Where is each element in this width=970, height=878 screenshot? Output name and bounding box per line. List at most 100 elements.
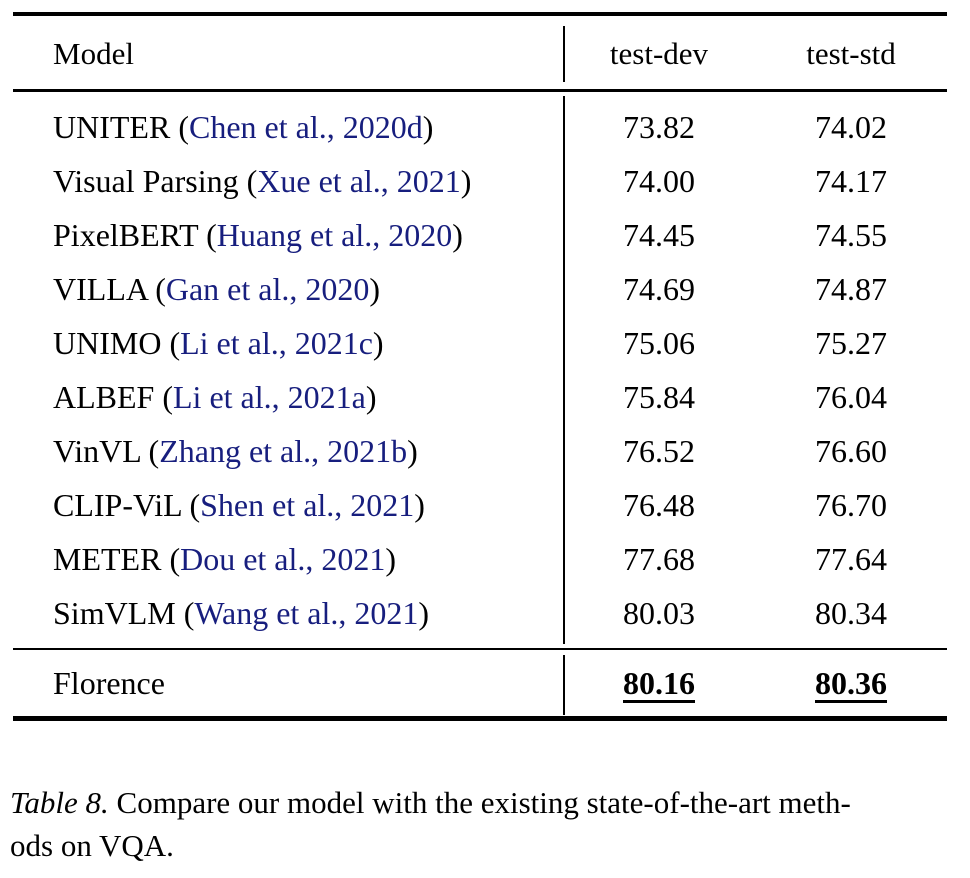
citation: (Li et al., 2021a) [162, 379, 376, 415]
model-name: SimVLM [53, 594, 176, 631]
citation-link[interactable]: Dou et al., 2021 [180, 540, 386, 577]
table-caption: Table 8. Compare our model with the exis… [10, 781, 960, 867]
paren-close: ) [385, 540, 397, 577]
citation: (Zhang et al., 2021b) [149, 433, 418, 469]
citation-link[interactable]: Gan et al., 2020 [165, 270, 370, 307]
table-pre-florence-rule [13, 648, 947, 650]
column-divider-body [563, 96, 565, 644]
table-bottom-rule [13, 716, 947, 721]
score-test-dev: 74.45 [623, 216, 695, 253]
table-row: SimVLM (Wang et al., 2021) 80.03 80.34 [13, 586, 947, 640]
model-name-florence: Florence [53, 664, 165, 701]
table-top-rule [13, 12, 947, 16]
score-test-std: 74.55 [815, 216, 887, 253]
score-test-dev: 76.48 [623, 486, 695, 523]
citation-link[interactable]: Li et al., 2021a [173, 378, 366, 415]
citation: (Li et al., 2021c) [169, 325, 383, 361]
citation: (Wang et al., 2021) [184, 595, 429, 631]
model-cell: VinVL (Zhang et al., 2021b) [13, 433, 563, 470]
model-name: VILLA [53, 270, 148, 307]
score-test-std: 74.17 [815, 162, 887, 199]
citation-link[interactable]: Shen et al., 2021 [200, 486, 415, 523]
score-test-dev: 75.84 [623, 378, 695, 415]
table-row: UNIMO (Li et al., 2021c) 75.06 75.27 [13, 316, 947, 370]
citation: (Dou et al., 2021) [169, 541, 396, 577]
score-test-dev: 80.03 [623, 594, 695, 631]
paren-open: ( [206, 216, 217, 253]
column-divider-florence [563, 655, 565, 715]
best-score-test-std: 80.36 [815, 664, 887, 701]
score-test-std: 76.70 [815, 486, 887, 523]
paren-open: ( [246, 162, 258, 199]
citation: (Chen et al., 2020d) [178, 109, 433, 145]
table-row: METER (Dou et al., 2021) 77.68 77.64 [13, 532, 947, 586]
paren-close: ) [414, 486, 425, 523]
citation-link[interactable]: Xue et al., 2021 [257, 162, 461, 199]
model-cell: Visual Parsing (Xue et al., 2021) [13, 163, 563, 200]
model-name: METER [53, 540, 162, 577]
table-row: ALBEF (Li et al., 2021a) 75.84 76.04 [13, 370, 947, 424]
score-test-dev: 77.68 [623, 540, 695, 577]
paren-open: ( [189, 486, 201, 523]
score-test-dev: 74.00 [623, 162, 695, 199]
score-test-std: 76.04 [815, 378, 887, 415]
score-test-dev: 76.52 [623, 432, 695, 469]
model-cell: CLIP-ViL (Shen et al., 2021) [13, 487, 563, 524]
paren-open: ( [178, 108, 189, 145]
model-cell: SimVLM (Wang et al., 2021) [13, 595, 563, 632]
model-name: CLIP-ViL [53, 486, 182, 523]
table-row: Visual Parsing (Xue et al., 2021) 74.00 … [13, 154, 947, 208]
citation-link[interactable]: Chen et al., 2020d [188, 108, 423, 145]
score-test-std: 74.02 [815, 108, 887, 145]
score-test-dev: 75.06 [623, 324, 695, 361]
paren-close: ) [418, 594, 430, 631]
score-test-std-florence: 80.36 [755, 665, 947, 702]
column-header-test-std: test-std [806, 35, 896, 71]
table-row: CLIP-ViL (Shen et al., 2021) 76.48 76.70 [13, 478, 947, 532]
paren-close: ) [372, 324, 384, 361]
score-test-std: 74.87 [815, 270, 887, 307]
caption-text-line2: ods on VQA. [10, 828, 174, 863]
citation: (Shen et al., 2021) [189, 487, 425, 523]
model-name: VinVL [53, 432, 141, 469]
score-test-dev: 73.82 [623, 108, 695, 145]
paren-close: ) [407, 432, 418, 469]
paren-open: ( [148, 432, 160, 469]
table-row: PixelBERT (Huang et al., 2020) 74.45 74.… [13, 208, 947, 262]
paren-open: ( [169, 540, 181, 577]
model-name: PixelBERT [53, 216, 199, 253]
paren-open: ( [169, 324, 181, 361]
score-test-std: 80.34 [815, 594, 887, 631]
model-name: UNITER [53, 108, 171, 145]
best-score-test-dev: 80.16 [623, 664, 695, 701]
model-cell: UNIMO (Li et al., 2021c) [13, 325, 563, 362]
column-header-model: Model [53, 35, 134, 71]
paper-page: Model test-dev test-std UNITER (Chen et … [0, 12, 970, 878]
paren-open: ( [162, 378, 173, 415]
results-table: Model test-dev test-std UNITER (Chen et … [13, 12, 947, 721]
model-cell: VILLA (Gan et al., 2020) [13, 271, 563, 308]
paren-close: ) [452, 216, 463, 253]
citation-link[interactable]: Wang et al., 2021 [194, 594, 419, 631]
citation-link[interactable]: Li et al., 2021c [180, 324, 373, 361]
column-divider-header [563, 26, 565, 82]
table-row: VinVL (Zhang et al., 2021b) 76.52 76.60 [13, 424, 947, 478]
florence-row: Florence 80.16 80.36 [13, 650, 947, 716]
paren-close: ) [422, 108, 434, 145]
paren-open: ( [155, 270, 166, 307]
table-header-row: Model test-dev test-std [13, 16, 947, 89]
model-cell: ALBEF (Li et al., 2021a) [13, 379, 563, 416]
citation: (Xue et al., 2021) [247, 163, 472, 199]
model-cell: METER (Dou et al., 2021) [13, 541, 563, 578]
model-name: UNIMO [53, 324, 162, 361]
table-row: UNITER (Chen et al., 2020d) 73.82 74.02 [13, 100, 947, 154]
citation-link[interactable]: Zhang et al., 2021b [159, 432, 408, 469]
citation-link[interactable]: Huang et al., 2020 [216, 216, 453, 253]
model-name: Visual Parsing [53, 162, 239, 199]
model-cell: PixelBERT (Huang et al., 2020) [13, 217, 563, 254]
citation: (Gan et al., 2020) [155, 271, 380, 307]
caption-text-line1: Compare our model with the existing stat… [116, 785, 851, 820]
table-body: UNITER (Chen et al., 2020d) 73.82 74.02 … [13, 92, 947, 648]
table-header-rule [13, 89, 947, 92]
model-name: ALBEF [53, 378, 155, 415]
